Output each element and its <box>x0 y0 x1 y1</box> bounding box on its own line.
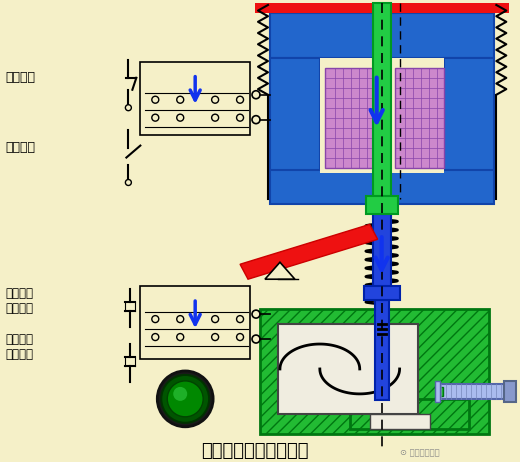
Text: 瞬动常闭: 瞬动常闭 <box>6 71 36 84</box>
Circle shape <box>237 316 243 322</box>
Circle shape <box>252 335 260 343</box>
Text: 瞬动常开: 瞬动常开 <box>6 141 36 154</box>
Circle shape <box>212 96 218 103</box>
Circle shape <box>212 114 218 121</box>
Bar <box>373 3 391 218</box>
Bar <box>366 196 398 214</box>
Circle shape <box>237 96 243 103</box>
Bar <box>435 381 440 402</box>
Circle shape <box>157 371 213 427</box>
Bar <box>350 399 470 429</box>
Polygon shape <box>240 225 378 279</box>
Text: 延时断开
常开触头: 延时断开 常开触头 <box>6 287 34 315</box>
Bar <box>255 3 509 13</box>
Circle shape <box>177 316 184 322</box>
Circle shape <box>237 114 243 121</box>
Bar <box>320 58 445 172</box>
Bar <box>140 62 250 134</box>
Bar <box>439 384 504 399</box>
Circle shape <box>252 116 260 124</box>
Text: 延时闭合
常闭触头: 延时闭合 常闭触头 <box>6 333 34 361</box>
Circle shape <box>152 334 159 340</box>
Bar <box>270 170 495 204</box>
Bar <box>504 381 516 402</box>
Circle shape <box>177 334 184 340</box>
Circle shape <box>152 114 159 121</box>
Bar <box>140 286 250 359</box>
Bar <box>370 414 430 429</box>
Bar <box>260 309 489 434</box>
Text: ⊙ 精品遥控专由: ⊙ 精品遥控专由 <box>399 448 439 457</box>
Circle shape <box>152 316 159 322</box>
Bar <box>445 58 495 172</box>
Circle shape <box>125 180 132 185</box>
Bar <box>375 300 388 400</box>
Circle shape <box>212 316 218 322</box>
Text: 断电延时型时间继电器: 断电延时型时间继电器 <box>201 442 309 460</box>
Bar <box>363 286 399 300</box>
Bar <box>436 387 444 396</box>
Bar <box>278 324 418 414</box>
Circle shape <box>237 334 243 340</box>
Circle shape <box>177 114 184 121</box>
Bar <box>270 13 495 58</box>
Circle shape <box>252 91 260 99</box>
Bar <box>373 214 391 294</box>
Bar <box>395 68 445 168</box>
Bar <box>270 58 320 172</box>
Polygon shape <box>265 262 295 279</box>
Circle shape <box>125 105 132 111</box>
Circle shape <box>212 334 218 340</box>
Circle shape <box>252 310 260 318</box>
Circle shape <box>161 375 209 423</box>
Circle shape <box>173 387 187 401</box>
Circle shape <box>152 96 159 103</box>
Circle shape <box>177 96 184 103</box>
Circle shape <box>167 381 203 417</box>
Bar <box>325 68 385 168</box>
